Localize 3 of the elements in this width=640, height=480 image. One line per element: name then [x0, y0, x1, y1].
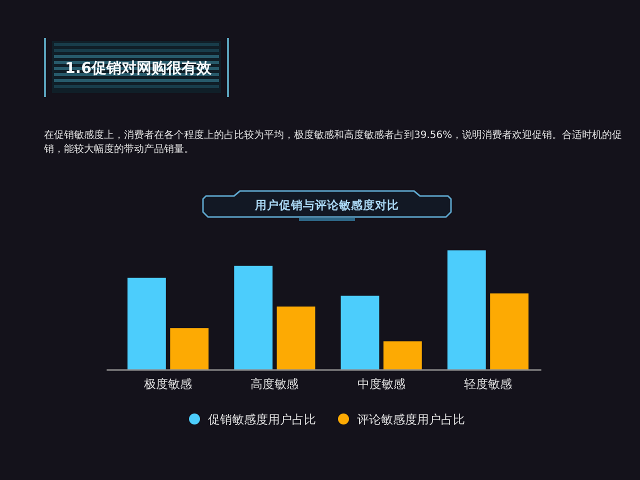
title: 1.6促销对网购很有效 [65, 59, 212, 77]
subtitle: 在促销敏感度上，消费者在各个程度上的占比较为平均，极度敏感和高度敏感者占到39.56%，说明消费者欢迎促销。合适时机的促销，能较大幅度的带动产品销量。 [44, 130, 622, 155]
annotation: 用户促销与评论敏感度对比 [255, 198, 399, 212]
